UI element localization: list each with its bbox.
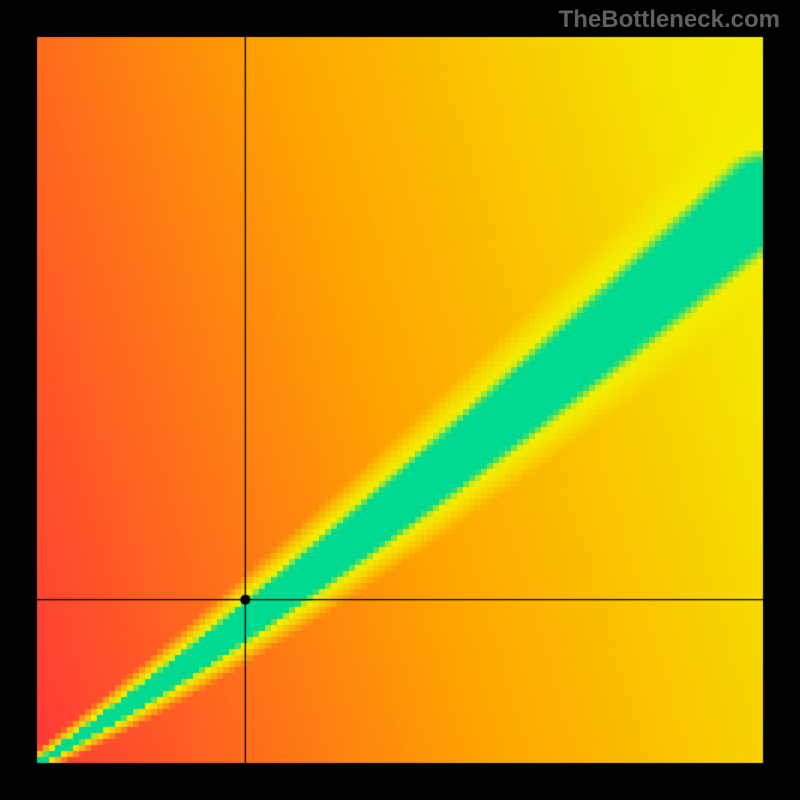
chart-container: TheBottleneck.com: [0, 0, 800, 800]
heatmap-canvas: [0, 0, 800, 800]
watermark-text: TheBottleneck.com: [559, 6, 780, 34]
